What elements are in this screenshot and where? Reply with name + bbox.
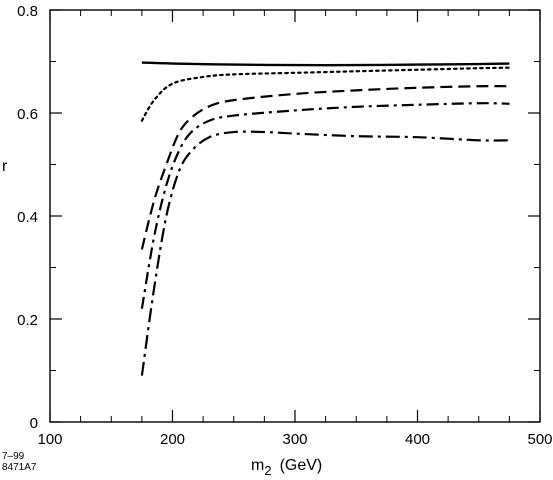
x-axis-label-main: m xyxy=(251,457,264,474)
plot-frame xyxy=(49,9,541,423)
ticks xyxy=(49,9,541,423)
x-axis-label: m2 (GeV) xyxy=(251,457,322,478)
tick-labels: 100 200 300 400 500 0 0.2 0.4 0.6 0.8 xyxy=(17,3,552,448)
y-tick-label: 0 xyxy=(30,415,38,432)
series-line-solid xyxy=(141,61,510,67)
y-axis-label: r xyxy=(2,158,8,175)
x-axis-label-unit: (GeV) xyxy=(280,457,323,474)
series xyxy=(140,61,511,376)
x-tick-label: 500 xyxy=(527,431,552,448)
x-tick-label: 200 xyxy=(160,431,185,448)
figure-code-line2: 8471A7 xyxy=(2,462,37,473)
x-tick-label: 100 xyxy=(37,431,62,448)
series-line-dash-dot-dot xyxy=(140,130,510,376)
y-tick-label: 0.8 xyxy=(17,3,38,20)
y-tick-label: 0.6 xyxy=(17,106,38,123)
series-line-dashed xyxy=(140,85,510,250)
series-line-dotted xyxy=(140,66,511,122)
x-tick-label: 400 xyxy=(405,431,430,448)
figure-code-line1: 7–99 xyxy=(2,451,25,462)
y-tick-label: 0.4 xyxy=(17,209,38,226)
y-tick-label: 0.2 xyxy=(17,312,38,329)
x-axis-label-subscript: 2 xyxy=(264,463,271,478)
series-line-dash-dot xyxy=(140,102,510,309)
x-tick-label: 300 xyxy=(282,431,307,448)
